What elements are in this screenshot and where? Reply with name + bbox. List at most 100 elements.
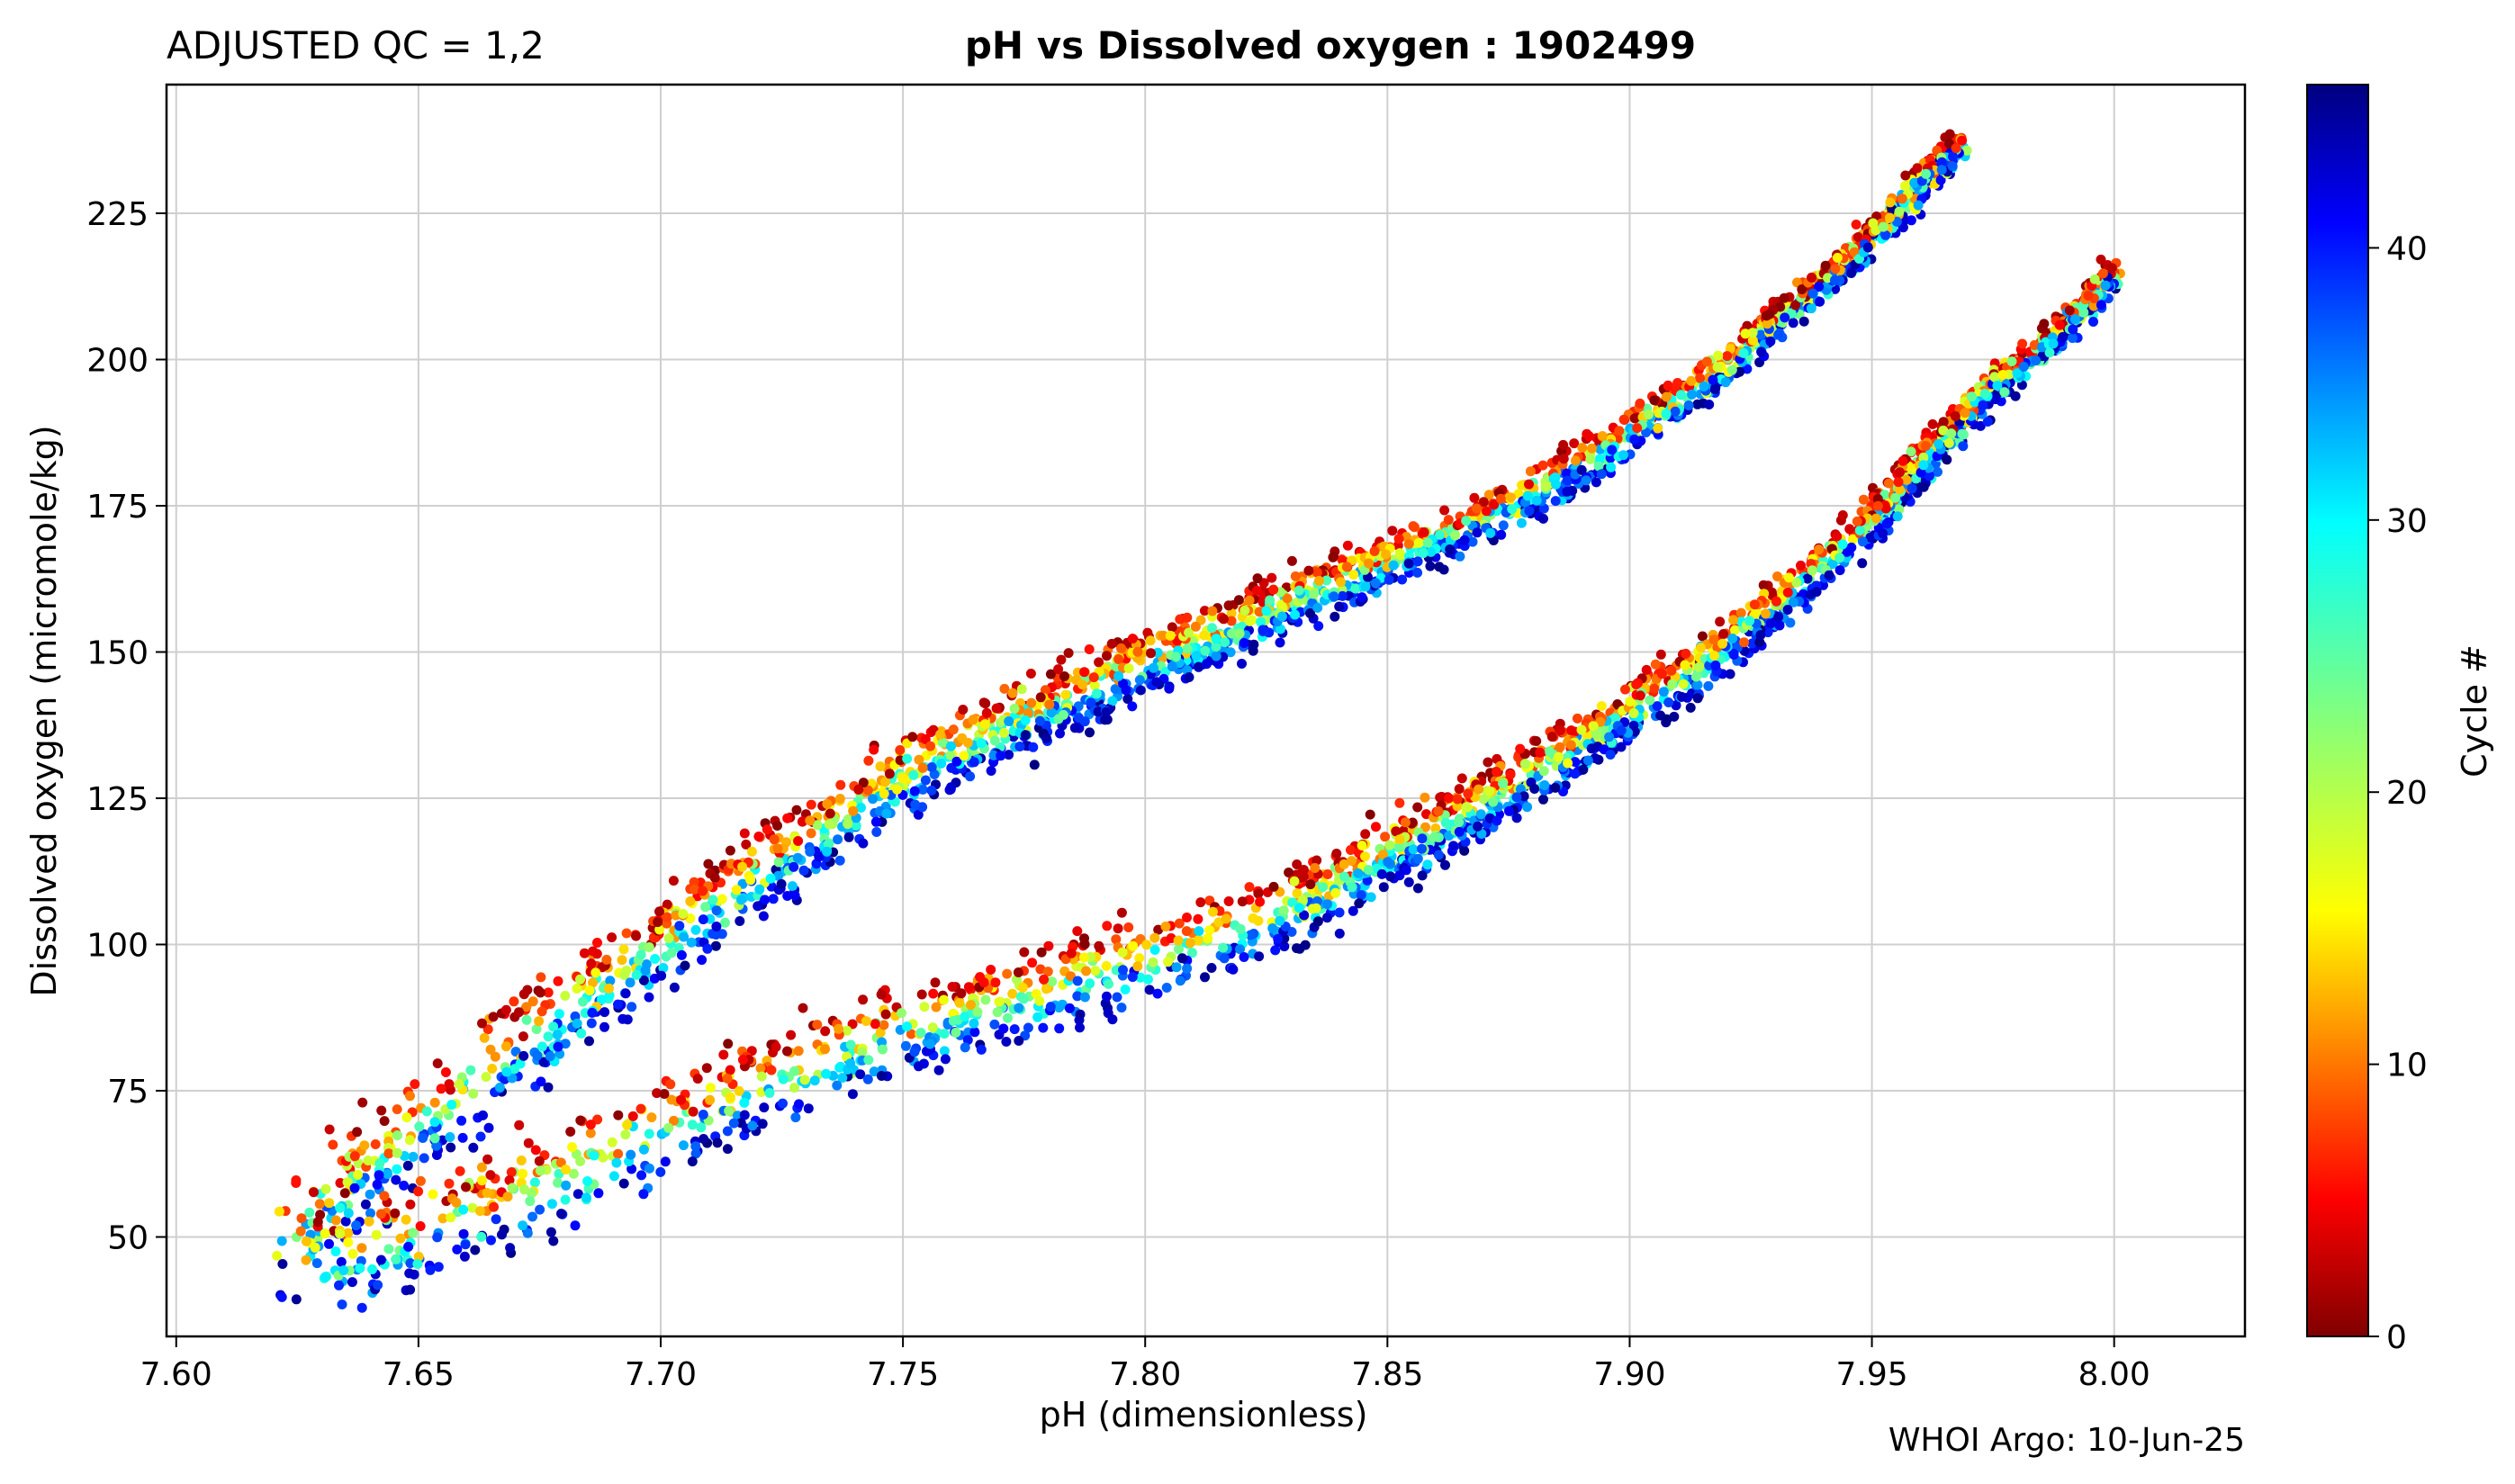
data-point [567,1142,578,1153]
data-point [1815,296,1825,307]
data-point [776,878,787,889]
data-point [793,1046,804,1057]
data-point [1146,648,1156,659]
data-point [1765,618,1776,629]
data-point [608,1171,619,1182]
data-point [274,1206,284,1217]
data-point [1059,671,1069,681]
data-point [1880,229,1891,240]
data-point [845,1039,856,1050]
data-point [1107,696,1118,706]
data-point [655,1166,666,1177]
data-point [1744,616,1755,626]
data-point [638,1189,649,1200]
data-point [837,1073,848,1084]
data-point [1020,715,1031,725]
data-point [1558,439,1569,450]
data-point [1596,469,1607,480]
data-point [2100,280,2111,291]
data-point [823,839,834,850]
data-point [352,1127,363,1138]
data-point [383,1244,394,1255]
data-point [1539,780,1550,790]
data-point [1699,382,1709,391]
data-point [1555,725,1565,736]
data-point [1609,713,1620,724]
data-point [842,1025,852,1036]
data-point [572,984,582,994]
data-point [1765,336,1776,346]
data-point [1435,529,1446,540]
data-point [1426,546,1437,557]
data-point [607,1137,617,1147]
data-point [535,1204,545,1215]
data-point [518,989,529,1000]
data-point [1524,479,1534,490]
data-point [1936,165,1947,175]
data-point [1001,1037,1012,1047]
data-point [663,933,674,944]
data-point [986,766,996,776]
data-point [791,805,802,815]
data-point [1046,707,1057,718]
data-point [620,1129,631,1140]
data-point [994,996,1005,1007]
data-point [654,906,664,917]
data-point [1663,697,1674,707]
data-point [1643,409,1654,420]
data-point [1256,616,1267,627]
data-point [880,1009,891,1020]
data-point [359,1140,370,1151]
data-point [429,1117,440,1128]
data-point [584,1036,594,1047]
data-point [470,1245,481,1255]
data-point [1538,513,1548,524]
data-point [1715,616,1726,627]
data-point [1014,1003,1024,1013]
data-point [789,1083,799,1093]
data-point [408,1228,419,1238]
data-point [1203,933,1213,944]
data-point [1102,715,1113,725]
data-point [1364,558,1374,569]
data-point [568,1168,579,1179]
data-point [862,785,873,796]
data-point [2018,362,2029,372]
data-point [771,1041,781,1052]
data-point [505,1243,516,1254]
data-point [814,851,825,862]
data-point [1694,661,1704,672]
data-point [611,1157,622,1168]
data-point [1151,677,1162,688]
data-point [1019,947,1030,958]
data-point [404,1135,415,1146]
data-point [1207,606,1218,616]
data-point [868,794,879,805]
data-point [739,828,750,839]
data-point [514,1007,524,1018]
data-point [1562,486,1573,497]
data-point [1185,938,1195,949]
data-point [690,1148,701,1159]
data-point [835,779,846,790]
data-point [370,1139,381,1149]
data-point [1407,817,1418,828]
data-point [1303,565,1314,576]
data-point [342,1177,353,1188]
data-point [851,821,861,831]
data-point [799,1075,810,1085]
data-point [697,955,708,966]
data-point [579,948,590,958]
data-point [1854,525,1865,535]
data-point [581,1192,591,1203]
data-point [1907,483,1917,494]
data-point [1412,556,1423,567]
data-point [1749,599,1760,610]
data-point [2088,317,2098,327]
data-point [787,881,798,892]
data-point [658,963,669,973]
data-point [1347,856,1357,867]
data-point [1298,865,1309,875]
data-point [2106,263,2117,274]
colorbar-ticks: 0 10 20 30 40 [2368,230,2428,1356]
